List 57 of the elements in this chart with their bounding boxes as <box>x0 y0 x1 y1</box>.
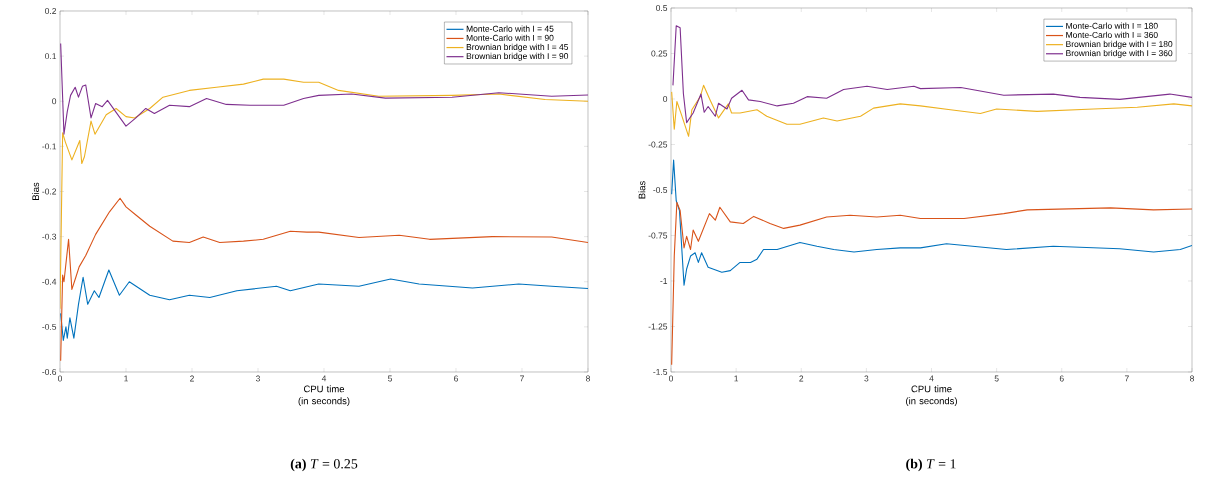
x-tick-label: 3 <box>864 375 869 382</box>
line-series <box>671 84 1193 137</box>
line-series <box>60 78 588 310</box>
y-tick-label: -0.25 <box>648 141 668 148</box>
legend-label: Brownian bridge with I = 45 <box>466 43 569 52</box>
x-tick-label: 1 <box>734 375 739 382</box>
legend-label: Brownian bridge with I = 360 <box>1066 49 1173 58</box>
x-tick-label: 5 <box>387 375 392 382</box>
y-tick-label: -1 <box>660 278 668 284</box>
line-series <box>60 269 588 341</box>
x-tick-label: 0 <box>668 375 674 382</box>
y-tick-label: -0.2 <box>42 188 57 195</box>
y-tick-label: -0.6 <box>42 369 57 375</box>
x-axis-title: CPU time (in seconds) <box>906 385 957 407</box>
line-series <box>60 197 588 362</box>
y-tick-label: 0.5 <box>656 5 668 11</box>
y-tick-label: 0.1 <box>45 53 57 60</box>
x-tick-label: 4 <box>929 375 934 382</box>
legend-label: Monte-Carlo with I = 180 <box>1066 22 1158 29</box>
line-series <box>60 42 588 135</box>
y-tick-label: -0.1 <box>42 143 57 150</box>
x-tick-label: 6 <box>1059 375 1064 382</box>
legend-label: Brownian bridge with I = 90 <box>466 52 569 61</box>
x-tick-label: 4 <box>321 375 327 382</box>
x-tick-label: 5 <box>994 375 999 382</box>
legend-label: Monte-Carlo with I = 45 <box>466 25 554 32</box>
y-tick-label: -1.5 <box>653 369 668 375</box>
text: (a) T = 0.25 <box>290 458 358 472</box>
x-axis-title: CPU time (in seconds) <box>298 385 350 407</box>
line-series <box>671 159 1193 286</box>
legend-label: Monte-Carlo with I = 360 <box>1066 31 1158 38</box>
x-tick-label: 7 <box>520 375 524 382</box>
x-tick-label: 8 <box>1190 375 1194 382</box>
text: (b) T = 1 <box>906 458 956 472</box>
y-tick-label: -0.5 <box>42 323 57 330</box>
y-tick-label: 0 <box>52 98 57 105</box>
y-tick-label: -0.4 <box>42 278 57 285</box>
legend-label: Brownian bridge with I = 180 <box>1066 40 1173 49</box>
x-tick-label: 8 <box>586 375 590 382</box>
y-tick-label: -0.5 <box>653 187 668 193</box>
y-tick-label: 0.25 <box>651 50 668 57</box>
y-axis-title: Bias <box>638 181 646 199</box>
x-tick-label: 2 <box>799 375 804 382</box>
x-tick-label: 6 <box>454 375 458 382</box>
x-tick-label: 7 <box>1124 375 1129 382</box>
y-tick-label: -0.3 <box>42 233 57 240</box>
y-tick-label: 0 <box>663 96 668 102</box>
y-axis-title: Bias <box>32 182 40 200</box>
x-tick-label: 0 <box>57 375 63 382</box>
y-tick-label: -1.25 <box>648 323 668 330</box>
x-tick-label: 2 <box>190 375 194 382</box>
y-tick-label: 0.2 <box>45 8 57 14</box>
line-series <box>671 201 1193 366</box>
x-tick-label: 1 <box>124 375 128 382</box>
x-tick-label: 3 <box>255 375 260 382</box>
legend-label: Monte-Carlo with I = 90 <box>466 34 554 41</box>
y-tick-label: -0.75 <box>648 232 668 239</box>
